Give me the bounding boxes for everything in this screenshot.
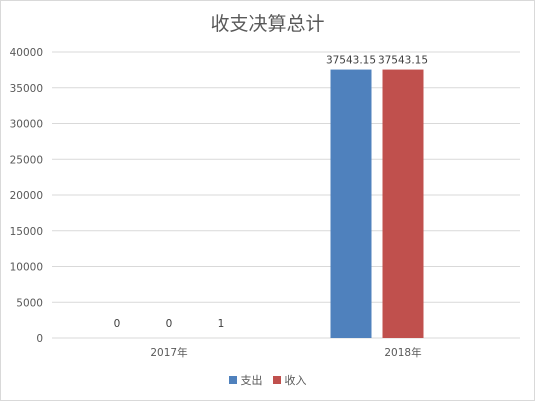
legend-label-income: 收入 — [284, 374, 307, 387]
y-tick-label: 35000 — [10, 83, 43, 95]
data-label: 37543.15 — [378, 55, 428, 67]
x-tick-label: 2018年 — [384, 346, 421, 359]
legend-label-expense: 支出 — [240, 374, 263, 387]
data-label: 0 — [114, 318, 121, 330]
chart-title: 收支决算总计 — [210, 13, 325, 35]
x-tick-label: 2017年 — [150, 346, 187, 359]
data-label: 0 — [166, 318, 173, 330]
y-tick-label: 15000 — [10, 226, 43, 238]
legend-swatch-expense — [228, 376, 237, 384]
legend-item-expense: 支出 — [228, 372, 263, 388]
y-tick-label: 10000 — [10, 262, 43, 274]
y-tick-label: 25000 — [10, 154, 43, 166]
bar — [330, 69, 372, 339]
legend-item-income: 收入 — [272, 372, 307, 388]
data-label: 37543.15 — [326, 55, 376, 67]
y-tick-label: 0 — [36, 333, 43, 345]
bar — [382, 69, 424, 339]
legend-swatch-income — [272, 376, 281, 384]
y-tick-label: 5000 — [16, 297, 43, 309]
chart-legend: 支出 收入 — [0, 372, 535, 388]
y-tick-label: 20000 — [10, 190, 43, 202]
data-label: 1 — [218, 318, 225, 330]
y-tick-label: 30000 — [10, 119, 43, 131]
y-tick-label: 40000 — [10, 47, 43, 59]
